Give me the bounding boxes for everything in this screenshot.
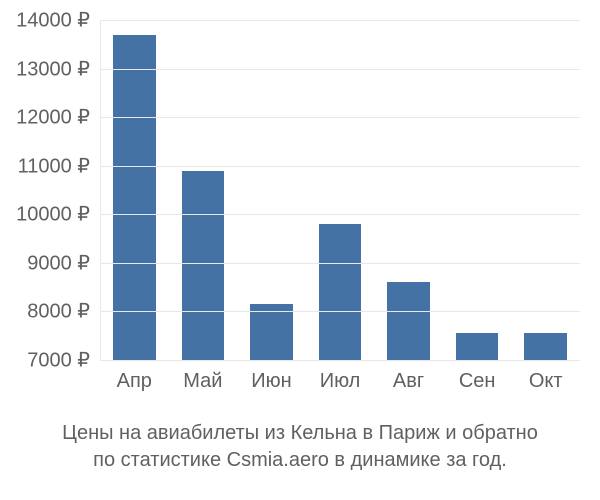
bar xyxy=(319,224,362,360)
x-tick-label: Окт xyxy=(529,370,563,393)
grid-line xyxy=(100,263,580,264)
y-tick-label: 7000 ₽ xyxy=(27,348,100,373)
bars-container xyxy=(100,20,580,360)
grid-line xyxy=(100,69,580,70)
bar xyxy=(524,333,567,360)
x-tick-label: Май xyxy=(183,370,222,393)
figure: 7000 ₽ 8000 ₽ 9000 ₽ 10000 ₽ 11000 ₽ 12000 ₽ 1… xyxy=(0,0,600,500)
grid-line xyxy=(100,166,580,167)
y-tick-label: 10000 ₽ xyxy=(16,202,100,227)
bar xyxy=(250,304,293,360)
y-tick-label: 13000 ₽ xyxy=(16,56,100,81)
grid-line xyxy=(100,117,580,118)
bar xyxy=(456,333,499,360)
bar-chart: 7000 ₽8000 ₽9000 ₽10000 ₽11000 ₽12000 ₽1… xyxy=(100,20,580,360)
grid-line xyxy=(100,360,580,361)
x-tick-label: Сен xyxy=(459,370,496,393)
grid-line xyxy=(100,20,580,21)
bar xyxy=(387,282,430,360)
x-tick-label: Июн xyxy=(251,370,291,393)
caption-line-2: по статистике Csmia.aero в динамике за г… xyxy=(93,449,507,471)
x-tick-label: Апр xyxy=(117,370,152,393)
y-tick-label: 14000 ₽ xyxy=(16,8,100,33)
x-tick-label: Авг xyxy=(393,370,424,393)
x-tick-label: Июл xyxy=(320,370,361,393)
y-tick-label: 11000 ₽ xyxy=(18,153,100,178)
caption-line-1: Цены на авиабилеты из Кельна в Париж и о… xyxy=(62,422,538,444)
y-tick-label: 8000 ₽ xyxy=(27,299,100,324)
y-tick-label: 9000 ₽ xyxy=(27,250,100,275)
grid-line xyxy=(100,214,580,215)
chart-caption: Цены на авиабилеты из Кельна в Париж и о… xyxy=(0,420,600,474)
grid-line xyxy=(100,311,580,312)
y-tick-label: 12000 ₽ xyxy=(16,105,100,130)
bar xyxy=(182,171,225,360)
